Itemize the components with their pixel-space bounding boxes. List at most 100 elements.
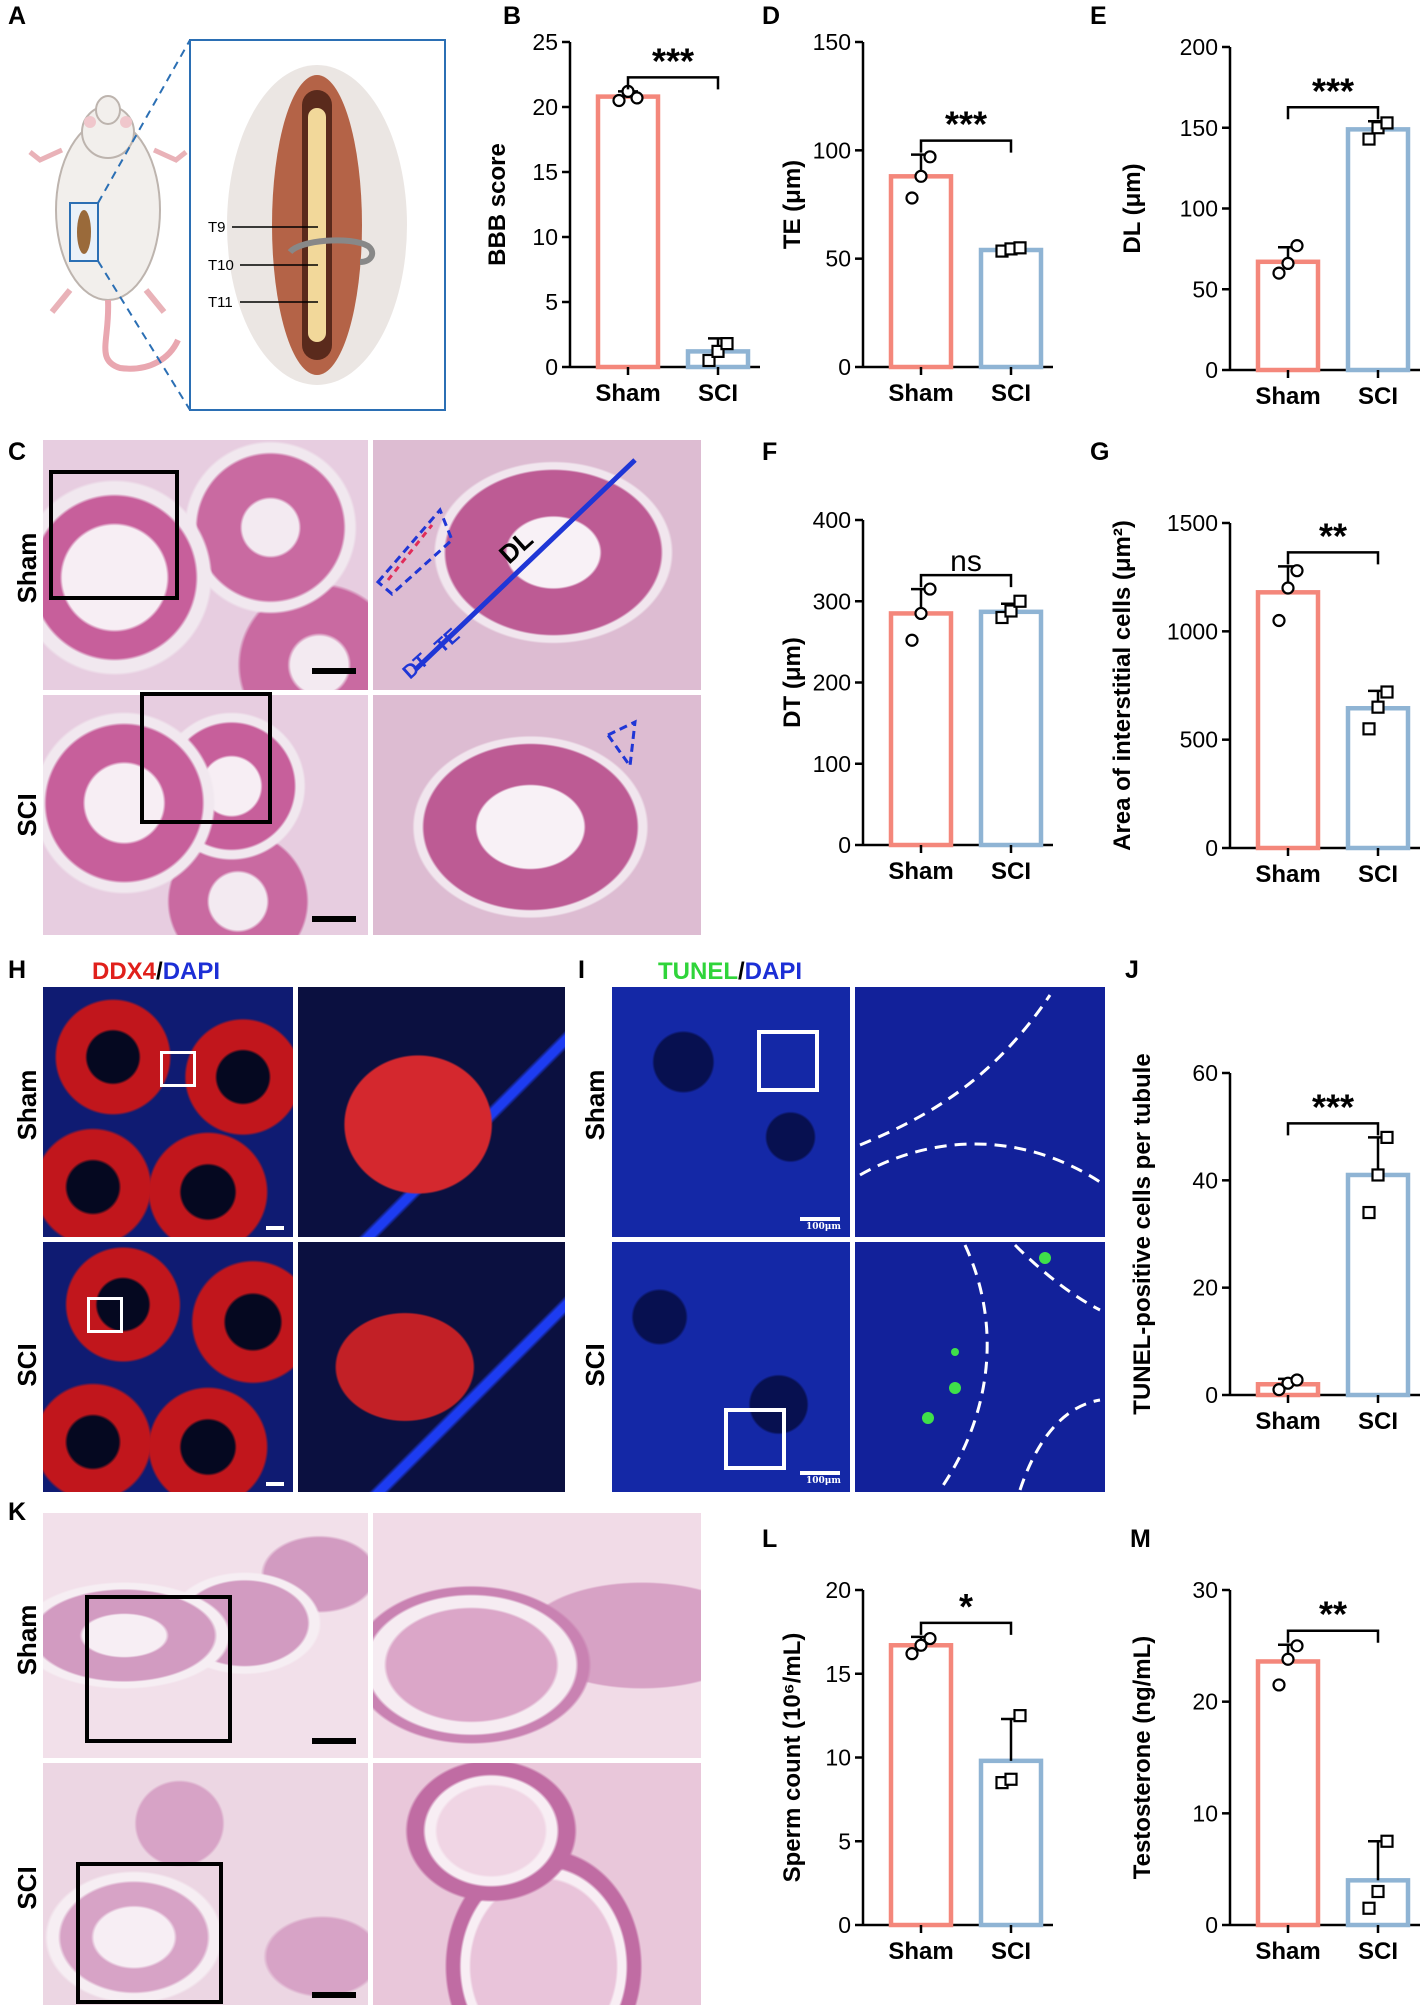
y-tick-label: 200 bbox=[1180, 34, 1218, 60]
data-point bbox=[612, 93, 626, 108]
data-point bbox=[621, 84, 635, 99]
scale-bar bbox=[312, 1738, 356, 1744]
he-sham-zoom-box bbox=[49, 470, 179, 600]
data-point bbox=[1380, 1130, 1394, 1145]
y-tick-label: 15 bbox=[532, 159, 558, 185]
row-label-sham: Sham bbox=[580, 1070, 610, 1141]
data-point bbox=[1290, 1639, 1304, 1653]
significance-bracket bbox=[919, 573, 1013, 588]
panel-letter-k: K bbox=[8, 1498, 27, 1526]
y-axis-label: TUNEL-positive cells per tubule bbox=[1129, 1053, 1156, 1414]
data-point bbox=[923, 150, 937, 164]
bar-sham bbox=[1255, 1382, 1321, 1398]
x-tick-label: SCI bbox=[991, 380, 1031, 407]
scale-text: 100μm bbox=[806, 1222, 841, 1232]
bar-sci bbox=[1345, 706, 1411, 851]
y-axis-label: Sperm count (10⁶/mL) bbox=[779, 1633, 806, 1883]
x-tick-label: SCI bbox=[1358, 1938, 1398, 1965]
data-point bbox=[1272, 613, 1286, 628]
panel-letter-m: M bbox=[1130, 1525, 1151, 1553]
chart-m: 0 10 20 30 Testosterone (ng/mL) Sham SCI ** bbox=[1129, 1577, 1420, 1965]
y-tick-label: 50 bbox=[1192, 276, 1218, 302]
data-point bbox=[1290, 239, 1304, 253]
chart-g: 0 500 1000 1500 Area of interstitial cells (… bbox=[1109, 510, 1420, 888]
panel-letter-e: E bbox=[1090, 2, 1107, 30]
data-point bbox=[1362, 1205, 1376, 1220]
y-tick-label: 500 bbox=[1180, 727, 1218, 753]
significance-bracket bbox=[1286, 1629, 1380, 1643]
row-label-sham: Sham bbox=[12, 1070, 42, 1141]
y-axis-label: Area of interstitial cells (μm²) bbox=[1109, 520, 1136, 851]
scale-bar bbox=[312, 1992, 356, 1998]
data-point bbox=[1281, 1376, 1295, 1390]
significance-bracket bbox=[626, 76, 720, 90]
chart-d: 0 50 100 150 TE (μm) Sham SCI *** bbox=[779, 29, 1053, 407]
ddx4-dapi-title: DDX4/DAPI bbox=[92, 958, 220, 986]
data-point bbox=[1013, 594, 1027, 608]
row-label-sham: Sham bbox=[12, 533, 42, 604]
epididymis-sham-zoom-box bbox=[85, 1595, 232, 1743]
x-tick-label: SCI bbox=[698, 380, 738, 407]
data-point bbox=[1290, 564, 1304, 578]
data-point bbox=[711, 344, 725, 358]
x-tick-label: Sham bbox=[888, 858, 953, 885]
y-tick-label: 100 bbox=[1180, 196, 1218, 222]
y-tick-label: 1000 bbox=[1167, 618, 1218, 644]
title-separator: / bbox=[156, 958, 163, 985]
data-point bbox=[1004, 242, 1018, 256]
scale-text: 100μm bbox=[806, 1476, 841, 1486]
x-tick-label: SCI bbox=[991, 1938, 1031, 1965]
y-tick-label: 400 bbox=[813, 507, 851, 533]
ddx4-sham-detail bbox=[298, 987, 565, 1237]
he-sci-zoom-box bbox=[140, 692, 272, 824]
data-point bbox=[1281, 1652, 1295, 1666]
y-tick-label: 100 bbox=[813, 751, 851, 777]
epididymis-sci-detail bbox=[373, 1763, 701, 2005]
y-tick-label: 0 bbox=[1205, 1912, 1218, 1938]
y-tick-label: 0 bbox=[1205, 357, 1218, 383]
data-point bbox=[1380, 1834, 1394, 1848]
tunel-sham-overview bbox=[612, 987, 850, 1237]
data-point bbox=[1362, 722, 1376, 736]
bar-sci bbox=[978, 609, 1044, 848]
y-tick-label: 20 bbox=[532, 94, 558, 120]
x-tick-label: Sham bbox=[1255, 861, 1320, 888]
data-point bbox=[923, 1631, 937, 1646]
ddx4-sham-zoom-box bbox=[160, 1051, 196, 1087]
he-sham-detail bbox=[373, 440, 701, 690]
row-label-sham: Sham bbox=[12, 1605, 42, 1676]
scale-bar bbox=[800, 1217, 840, 1221]
y-tick-label: 50 bbox=[825, 246, 851, 272]
data-point bbox=[995, 244, 1009, 258]
data-point bbox=[1371, 121, 1385, 135]
data-point bbox=[1272, 1678, 1286, 1692]
y-tick-label: 300 bbox=[813, 588, 851, 614]
x-tick-label: Sham bbox=[1255, 1408, 1320, 1435]
panel-letter-d: D bbox=[762, 2, 781, 30]
significance-label: *** bbox=[1312, 1086, 1354, 1127]
epididymis-sham-detail bbox=[373, 1513, 701, 1758]
y-tick-label: 1500 bbox=[1167, 510, 1218, 536]
bar-sham bbox=[595, 94, 661, 370]
vertebra-label-t11: T11 bbox=[208, 294, 233, 311]
ddx4-label: DDX4 bbox=[92, 958, 157, 985]
data-point bbox=[1371, 700, 1385, 714]
x-tick-label: SCI bbox=[991, 858, 1031, 885]
x-tick-label: SCI bbox=[1358, 861, 1398, 888]
chart-j: 0 20 40 60 TUNEL-positive cells per tubule Sh… bbox=[1129, 1053, 1420, 1435]
panel-letter-a: A bbox=[8, 2, 27, 30]
data-point bbox=[1004, 604, 1018, 618]
y-tick-label: 150 bbox=[813, 29, 851, 55]
data-point bbox=[914, 169, 928, 183]
y-tick-label: 200 bbox=[813, 670, 851, 696]
data-point bbox=[1004, 1772, 1018, 1786]
y-tick-label: 15 bbox=[825, 1661, 851, 1687]
y-tick-label: 0 bbox=[1205, 1382, 1218, 1408]
row-label-sci: SCI bbox=[12, 1343, 42, 1386]
tunel-sham-zoom-box bbox=[757, 1030, 819, 1092]
significance-label: *** bbox=[1312, 70, 1354, 111]
row-label-sci: SCI bbox=[12, 1866, 42, 1909]
title-separator: / bbox=[738, 958, 745, 985]
panel-letter-i: I bbox=[578, 956, 585, 984]
y-tick-label: 10 bbox=[1192, 1800, 1218, 1826]
